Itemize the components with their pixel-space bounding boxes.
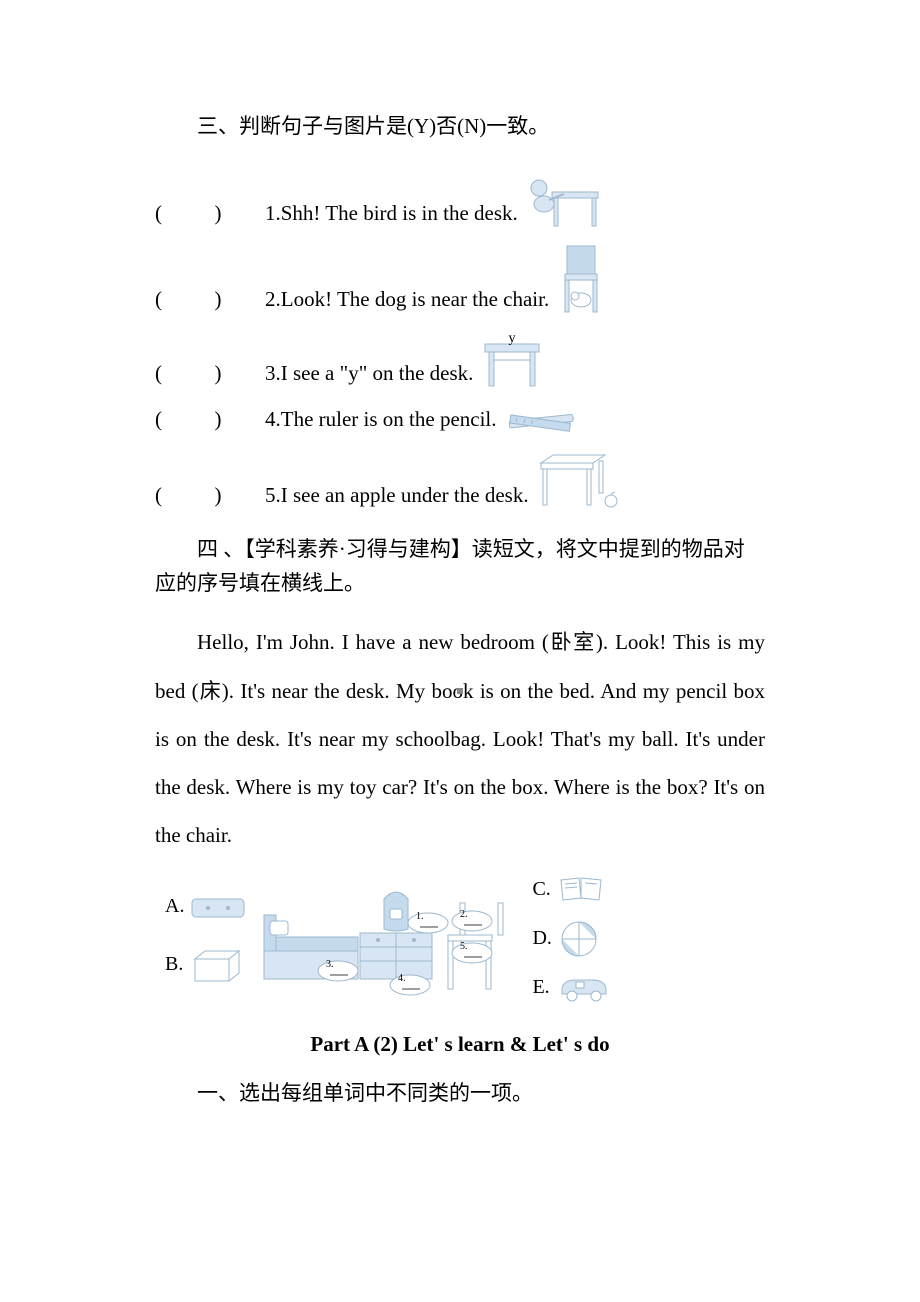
option-label: A.: [165, 895, 184, 918]
ruler-pencil-icon: [503, 405, 581, 435]
left-options: A. B.: [165, 893, 248, 985]
option-label: D.: [532, 927, 551, 950]
q-num: 3.: [265, 358, 281, 390]
paren-close: ): [215, 287, 222, 311]
y-label: y: [509, 331, 516, 346]
chair-dog-icon: [555, 244, 607, 316]
paren-open: (: [155, 361, 162, 385]
option-b: B.: [165, 945, 248, 985]
svg-text:3.: 3.: [326, 959, 334, 970]
q3-4: ( ) 4. The ruler is on the pencil.: [155, 404, 765, 436]
svg-text:4.: 4.: [398, 973, 406, 984]
q3-3: ( ) 3. I see a "y" on the desk. y: [155, 330, 765, 390]
paren-close: ): [215, 201, 222, 225]
paren-open: (: [155, 201, 162, 225]
paren-close: ): [215, 361, 222, 385]
desk-y-icon: y: [479, 330, 545, 390]
q-num: 1.: [265, 198, 281, 230]
q3-1: ( ) 1. Shh! The bird is in the desk.: [155, 172, 765, 230]
toy-car-icon: [556, 972, 612, 1004]
table-apple-icon: [535, 449, 619, 511]
svg-text:1.: 1.: [416, 911, 424, 922]
svg-text:2.: 2.: [460, 909, 468, 920]
q-text: I see a "y" on the desk.: [281, 358, 474, 390]
paren-close: ): [215, 407, 222, 431]
pencil-box-icon: [190, 893, 248, 921]
q-text: Shh! The bird is in the desk.: [281, 198, 518, 230]
boy-desk-icon: [524, 172, 602, 230]
q-text: Look! The dog is near the chair.: [281, 284, 549, 316]
svg-text:5.: 5.: [460, 941, 468, 952]
paren-open: (: [155, 407, 162, 431]
page-marker-icon: [457, 688, 463, 694]
box-icon: [189, 945, 247, 985]
reading-passage: Hello, I'm John. I have a new bedroom (卧…: [155, 618, 765, 859]
option-c: C.: [532, 874, 611, 906]
bedroom-scene-icon: 1. 2. 3. 4. 5.: [260, 879, 520, 999]
right-options: C. D. E.: [532, 874, 611, 1004]
paren-close: ): [215, 483, 222, 507]
q-text: I see an apple under the desk.: [281, 480, 529, 512]
option-label: B.: [165, 953, 183, 976]
matching-options: A. B.: [155, 874, 765, 1004]
ball-icon: [558, 918, 600, 960]
q-text: The ruler is on the pencil.: [281, 404, 497, 436]
book-icon: [557, 874, 607, 906]
option-label: C.: [532, 878, 550, 901]
paren-open: (: [155, 483, 162, 507]
part-a-q1: 一、选出每组单词中不同类的一项。: [155, 1077, 765, 1111]
q3-5: ( ) 5. I see an apple under the desk.: [155, 449, 765, 511]
section-4-title: 四 、【学科素养·习得与建构】读短文，将文中提到的物品对应的序号填在横线上。: [155, 533, 765, 600]
q-num: 5.: [265, 480, 281, 512]
paren-open: (: [155, 287, 162, 311]
section-3-title: 三、判断句子与图片是(Y)否(N)一致。: [155, 110, 765, 144]
option-label: E.: [532, 976, 549, 999]
q3-2: ( ) 2. Look! The dog is near the chair.: [155, 244, 765, 316]
option-e: E.: [532, 972, 611, 1004]
option-a: A.: [165, 893, 248, 921]
q-num: 4.: [265, 404, 281, 436]
q-num: 2.: [265, 284, 281, 316]
option-d: D.: [532, 918, 611, 960]
part-a-title: Part A (2) Let' s learn & Let' s do: [155, 1032, 765, 1057]
